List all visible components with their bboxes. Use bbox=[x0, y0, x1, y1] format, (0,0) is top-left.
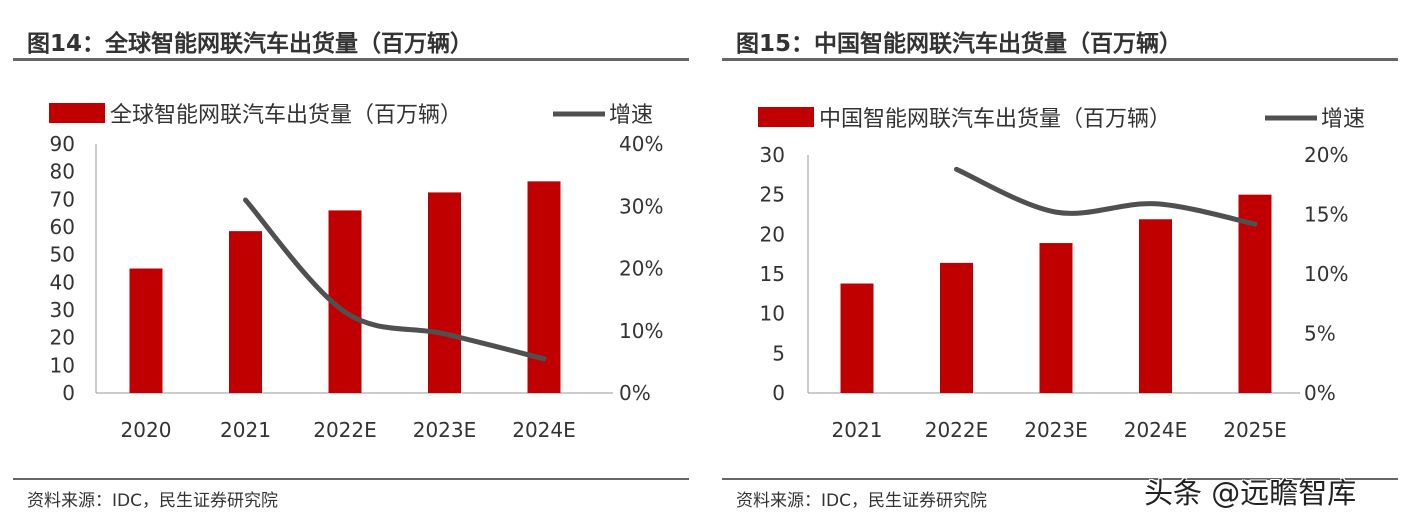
y-tick-label: 25 bbox=[760, 183, 785, 207]
bar bbox=[428, 192, 461, 393]
y2-tick-label: 20% bbox=[1304, 143, 1348, 167]
legend-label-bar: 全球智能网联汽车出货量（百万辆） bbox=[110, 103, 462, 128]
x-tick-label: 2024E bbox=[512, 418, 576, 442]
bar bbox=[129, 268, 163, 393]
y-tick-label: 20 bbox=[50, 326, 75, 350]
china-shipments-chart: 中国智能网联汽车出货量（百万辆） 增速 0 5 10 15 20 25 30 0% 5% 10% 15%… bbox=[758, 107, 1365, 442]
y-tick-label: 70 bbox=[50, 187, 75, 211]
x-tick-label: 2021 bbox=[220, 418, 271, 442]
title-divider bbox=[13, 58, 689, 61]
y2-tick-label: 40% bbox=[619, 132, 663, 156]
y2-tick-label: 0% bbox=[619, 381, 651, 405]
y-tick-label: 60 bbox=[50, 215, 75, 239]
x-tick-label: 2023E bbox=[1024, 418, 1088, 442]
legend-bar-swatch bbox=[49, 103, 105, 123]
y2-tick-label: 15% bbox=[1304, 203, 1348, 227]
y-tick-label: 20 bbox=[760, 222, 785, 246]
y2-tick-label: 0% bbox=[1304, 381, 1336, 405]
y-tick-label: 5 bbox=[772, 341, 785, 365]
legend-label-line: 增速 bbox=[609, 103, 653, 128]
legend-bar-swatch bbox=[758, 107, 814, 127]
y-tick-label: 0 bbox=[772, 381, 785, 405]
growth-line bbox=[243, 197, 547, 362]
bar bbox=[1139, 219, 1172, 393]
legend-label-line: 增速 bbox=[1321, 107, 1365, 132]
y2-tick-label: 10% bbox=[1304, 262, 1348, 286]
y-tick-label: 50 bbox=[50, 243, 75, 267]
bar bbox=[1039, 243, 1073, 393]
bar bbox=[940, 262, 973, 393]
x-tick-label: 2020 bbox=[121, 418, 172, 442]
y-tick-label: 10 bbox=[50, 353, 75, 377]
y-tick-label: 10 bbox=[760, 302, 785, 326]
y-tick-label: 0 bbox=[62, 381, 75, 405]
y-tick-label: 40 bbox=[50, 270, 75, 294]
x-tick-label: 2023E bbox=[413, 418, 477, 442]
x-tick-label: 2025E bbox=[1223, 418, 1287, 442]
figure-title: 图15：中国智能网联汽车出货量（百万辆） bbox=[736, 31, 1183, 57]
x-tick-label: 2021 bbox=[832, 418, 883, 442]
watermark: 头条 @远瞻智库 bbox=[1144, 476, 1357, 510]
legend-label-bar: 中国智能网联汽车出货量（百万辆） bbox=[819, 107, 1171, 132]
x-tick-label: 2024E bbox=[1124, 418, 1188, 442]
source-note: 资料来源：IDC，民生证券研究院 bbox=[27, 491, 278, 511]
y-tick-label: 80 bbox=[50, 160, 75, 184]
bar bbox=[229, 231, 262, 393]
source-note: 资料来源：IDC，民生证券研究院 bbox=[736, 491, 987, 511]
source-divider bbox=[13, 478, 689, 480]
bar bbox=[1238, 194, 1272, 393]
chart-panel-global: 图14：全球智能网联汽车出货量（百万辆） 全球智能网联汽车出货量（百万辆） 增速 0… bbox=[13, 0, 689, 524]
y2-tick-label: 10% bbox=[619, 319, 663, 343]
y2-tick-label: 5% bbox=[1304, 322, 1336, 346]
y-tick-label: 90 bbox=[50, 132, 75, 156]
global-shipments-chart: 全球智能网联汽车出货量（百万辆） 增速 0 10 20 30 40 50 60 70 80 90 0% 1… bbox=[49, 103, 663, 442]
figure-title: 图14：全球智能网联汽车出货量（百万辆） bbox=[27, 31, 474, 57]
growth-line bbox=[954, 166, 1258, 227]
x-tick-label: 2022E bbox=[925, 418, 989, 442]
chart-panel-china: 图15：中国智能网联汽车出货量（百万辆） 中国智能网联汽车出货量（百万辆） 增速 0… bbox=[722, 0, 1398, 524]
title-divider bbox=[722, 58, 1398, 61]
bar bbox=[840, 283, 874, 393]
y-tick-label: 30 bbox=[50, 298, 75, 322]
y-tick-label: 30 bbox=[760, 143, 785, 167]
y2-tick-label: 30% bbox=[619, 194, 663, 218]
y-tick-label: 15 bbox=[760, 262, 785, 286]
source-divider bbox=[722, 478, 1398, 480]
y2-tick-label: 20% bbox=[619, 257, 663, 281]
x-tick-label: 2022E bbox=[313, 418, 377, 442]
